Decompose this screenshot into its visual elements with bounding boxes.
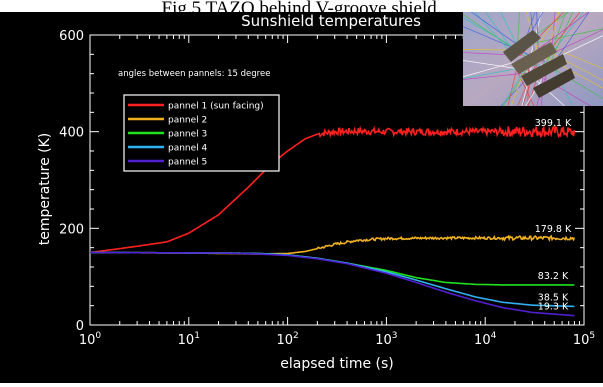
inset-ray: [551, 12, 556, 47]
series-line-5: [90, 251, 575, 317]
inset-ray: [514, 65, 535, 106]
inset-ray: [500, 12, 518, 47]
x-tick-label: 105: [573, 331, 595, 348]
legend-box: [123, 94, 280, 172]
inset-ray: [463, 61, 518, 78]
inset-ray: [546, 44, 603, 69]
x-axis-label: elapsed time (s): [280, 356, 394, 372]
y-tick-label: 600: [59, 29, 84, 44]
temperature-chart: Sunshield temperatures 100 101 102 103 104 10…: [37, 12, 595, 372]
inset-ray: [463, 52, 522, 56]
inset-ray: [536, 59, 552, 106]
inset-ray: [510, 54, 531, 106]
inset-ray: [470, 12, 520, 47]
legend-label: pannel 4: [168, 144, 208, 154]
angle-annotation: angles between pannels: 15 degree: [118, 69, 270, 79]
legend-label: pannel 1 (sun facing): [168, 102, 264, 112]
plot-group: 100 101 102 103 104 105 0 200 400 600 399.1 K 179.8…: [59, 29, 595, 348]
inset-ray: [501, 63, 529, 106]
inset-ray: [463, 49, 525, 51]
legend: pannel 1 (sun facing) pannel 2 pannel 3 pan…: [123, 94, 280, 172]
x-tick-label: 101: [178, 331, 200, 348]
inset-ray: [523, 68, 566, 106]
inset-photo: [463, 12, 603, 106]
legend-label: pannel 2: [168, 116, 207, 126]
inset-ray: [502, 68, 528, 106]
inset-ray: [516, 12, 520, 51]
y-tick-label: 200: [59, 222, 84, 237]
chart-title: Sunshield temperatures: [241, 12, 421, 30]
plot-frame: [89, 34, 585, 326]
inset-ray: [548, 12, 574, 68]
end-value-label: 38.5 K: [538, 292, 569, 303]
inset-ray: [474, 12, 514, 56]
end-value-label: 399.1 K: [535, 118, 572, 129]
inset-ray: [507, 59, 520, 106]
series-line-2: [90, 234, 576, 255]
inset-ray: [463, 59, 520, 70]
inset-ray: [527, 12, 542, 68]
inset-ray: [549, 12, 590, 70]
inset-ray: [463, 72, 526, 80]
inset-ray: [541, 58, 544, 106]
y-tick-label: 0: [76, 319, 84, 334]
inset-ray: [529, 69, 592, 106]
inset-ray: [485, 12, 517, 56]
x-tick-label: 103: [375, 331, 397, 348]
legend-label: pannel 3: [168, 130, 207, 140]
inset-ray: [527, 65, 529, 106]
x-tick-label: 100: [79, 331, 102, 348]
end-value-label: 179.8 K: [535, 224, 572, 235]
shield-render-image: [463, 12, 603, 106]
inset-ray: [543, 12, 584, 64]
y-tick-label: 400: [59, 126, 84, 141]
inset-ray: [527, 71, 540, 106]
legend-label: pannel 5: [168, 158, 207, 168]
x-tick-label: 104: [474, 331, 497, 348]
series-line-3: [90, 251, 575, 286]
inset-ray: [543, 62, 603, 99]
inset-ray: [528, 12, 590, 57]
inset-ray: [525, 65, 551, 106]
inset-ray: [548, 56, 573, 106]
end-value-label: 19.3 K: [538, 302, 569, 313]
x-tick-label: 102: [276, 331, 298, 348]
y-axis-label: temperature (K): [37, 133, 53, 246]
inset-ray: [552, 12, 581, 48]
end-value-label: 83.2 K: [538, 271, 569, 282]
series-line-1: [89, 124, 576, 254]
inset-ray: [535, 44, 603, 81]
